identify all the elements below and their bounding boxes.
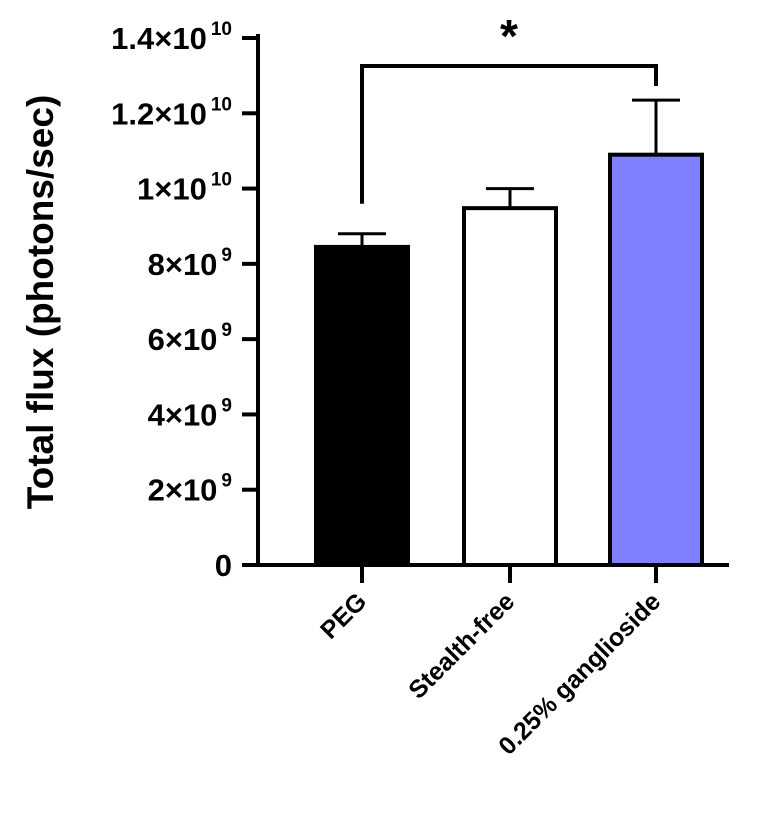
y-tick-exponent: 9 <box>221 320 232 341</box>
y-axis-title: Total flux (photons/sec) <box>20 95 61 510</box>
y-tick-label: 1.2×10 10 <box>111 94 232 131</box>
y-tick-exponent: 9 <box>221 395 232 416</box>
y-tick-label: 4×10 9 <box>148 395 232 432</box>
significance-line <box>360 64 658 204</box>
y-tick-exponent: 10 <box>211 94 232 115</box>
bar <box>314 244 410 568</box>
y-axis: 0 2×10 9 4×10 9 6×10 9 8×10 9 1×10 10 1.2×10 10 1.4×1… <box>111 19 260 583</box>
bar <box>462 206 558 567</box>
y-tick-label: 1×10 10 <box>137 170 232 207</box>
bars <box>314 152 704 568</box>
significance-label: * <box>500 10 518 62</box>
bar <box>608 152 704 567</box>
y-tick-exponent: 9 <box>221 245 232 266</box>
significance-bracket: * <box>360 10 658 204</box>
x-tick-label: 0.25% ganglioside <box>493 587 666 760</box>
y-tick-label: 8×10 9 <box>148 245 232 282</box>
x-tick-label: Stealth-free <box>403 587 520 704</box>
error-bars <box>338 98 680 247</box>
x-tick-label: PEG <box>315 587 372 644</box>
y-tick-exponent: 9 <box>221 471 232 492</box>
y-tick-label: 6×10 9 <box>148 320 232 357</box>
y-tick-label: 1.4×10 10 <box>111 19 232 56</box>
y-tick-label: 0 <box>215 548 232 583</box>
y-tick-label: 2×10 9 <box>148 471 232 508</box>
y-tick-exponent: 10 <box>211 19 232 40</box>
y-tick-exponent: 10 <box>211 170 232 191</box>
